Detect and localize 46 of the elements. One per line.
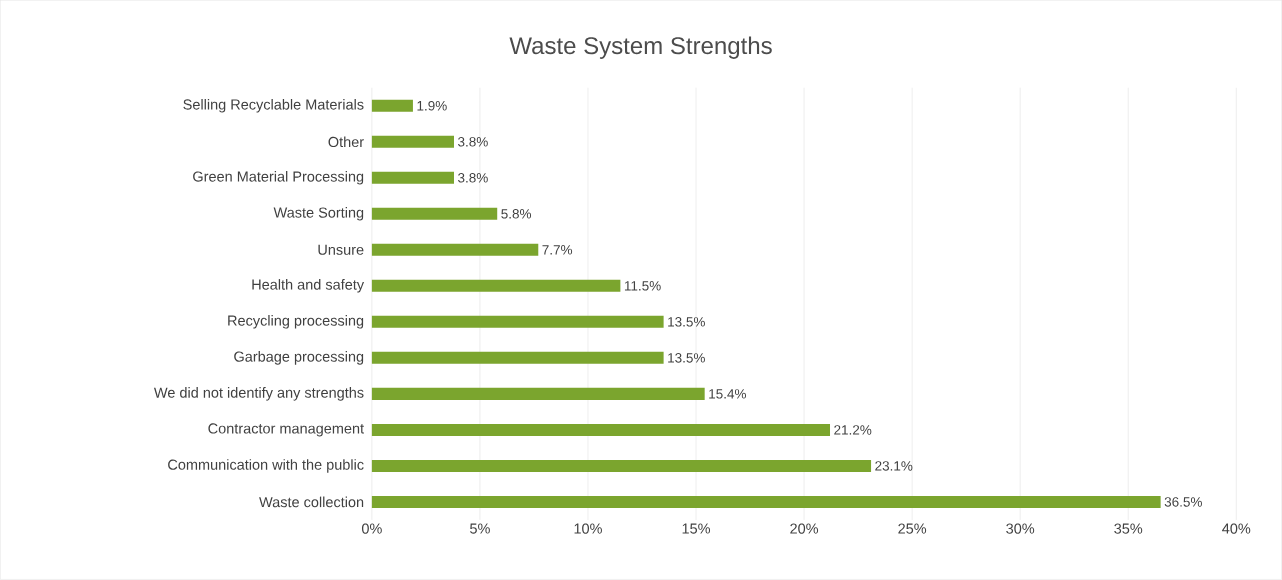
y-tick-label: We did not identify any strengths [153, 387, 364, 401]
y-tick-label: Waste Sorting [273, 207, 364, 221]
x-tick-label: 10% [574, 523, 602, 534]
bar [371, 135, 454, 148]
y-tick-label: Unsure [318, 244, 364, 256]
data-label: 15.4% [709, 389, 746, 399]
data-label: 11.5% [624, 281, 661, 291]
bar [371, 243, 539, 256]
data-label: 13.5% [668, 353, 705, 363]
chart-title: Waste System Strengths [509, 36, 772, 60]
x-tick-label: 5% [470, 523, 490, 534]
data-label: 36.5% [1164, 497, 1202, 507]
y-tick-label: Contractor management [208, 423, 364, 437]
data-label: 5.8% [501, 209, 532, 219]
bar [371, 388, 705, 401]
y-tick-label: Health and safety [252, 279, 365, 293]
bar [371, 424, 831, 437]
bar [371, 99, 413, 112]
x-tick-label: 40% [1222, 523, 1251, 534]
bar [371, 207, 498, 220]
bar [371, 352, 664, 365]
x-tick-label: 15% [682, 523, 711, 534]
bar [371, 316, 664, 329]
data-label: 13.5% [668, 317, 705, 327]
y-tick-label: Waste collection [259, 496, 364, 508]
bar [371, 496, 1161, 509]
x-tick-label: 20% [790, 523, 819, 534]
data-label: 7.7% [542, 245, 573, 255]
y-tick-label: Selling Recyclable Materials [183, 99, 364, 113]
y-tick-label: Communication with the public [168, 459, 364, 473]
data-label: 3.8% [458, 173, 488, 183]
y-tick-label: Other [328, 136, 364, 148]
data-label: 21.2% [834, 425, 872, 435]
x-tick-label: 35% [1114, 523, 1143, 534]
bar [371, 171, 454, 184]
x-tick-label: 25% [898, 523, 927, 534]
x-tick-label: 0% [361, 523, 382, 534]
x-tick-label: 30% [1006, 523, 1035, 534]
data-label: 1.9% [417, 101, 447, 111]
bar [371, 460, 872, 473]
y-tick-label: Garbage processing [234, 351, 364, 365]
y-tick-label: Recycling processing [228, 315, 364, 329]
bar [371, 280, 621, 292]
data-label: 3.8% [458, 137, 488, 147]
data-label: 23.1% [875, 461, 913, 471]
y-tick-label: Green Material Processing [193, 171, 364, 185]
